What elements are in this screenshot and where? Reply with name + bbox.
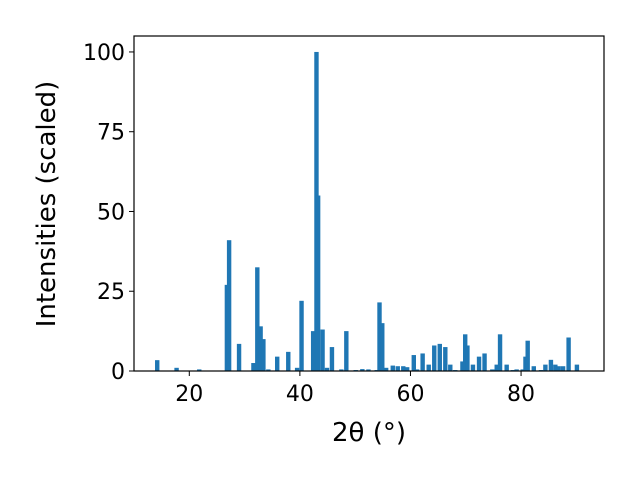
bar xyxy=(494,364,499,371)
bar xyxy=(258,326,263,371)
y-tick-label: 50 xyxy=(97,200,125,225)
bar xyxy=(329,347,335,371)
bar xyxy=(548,359,554,371)
bar xyxy=(360,369,365,371)
x-axis-label: 2θ (°) xyxy=(332,418,406,448)
plot-frame xyxy=(133,35,605,372)
bar xyxy=(226,240,232,371)
bar xyxy=(525,340,530,371)
y-tick-label: 0 xyxy=(111,360,125,385)
bar xyxy=(432,345,437,371)
bar xyxy=(414,369,420,371)
bar xyxy=(460,361,465,371)
bar xyxy=(556,366,561,371)
x-tick-label: 20 xyxy=(175,382,203,407)
bar xyxy=(490,369,495,371)
bar xyxy=(482,353,487,371)
bar xyxy=(324,367,330,371)
bar xyxy=(377,302,382,371)
bar xyxy=(523,356,528,371)
bar xyxy=(261,339,266,371)
bar xyxy=(390,365,395,371)
y-tick-label: 25 xyxy=(97,280,125,305)
bar xyxy=(465,345,470,371)
bar xyxy=(174,367,179,371)
x-tick-label: 80 xyxy=(507,382,535,407)
bar xyxy=(574,364,580,371)
bar xyxy=(504,364,509,371)
bar xyxy=(266,369,271,371)
bar xyxy=(395,366,400,371)
bars-layer xyxy=(155,51,580,371)
y-tick-label: 75 xyxy=(97,121,125,146)
bar xyxy=(315,195,321,371)
bar xyxy=(437,343,442,371)
bar xyxy=(566,337,571,371)
bar xyxy=(255,267,260,371)
bar xyxy=(310,331,316,371)
bar xyxy=(443,347,448,371)
bar xyxy=(401,366,406,371)
bar xyxy=(344,331,349,371)
bar xyxy=(497,334,503,371)
bar xyxy=(366,369,371,371)
bar xyxy=(236,343,242,371)
bar xyxy=(224,284,230,371)
bar xyxy=(514,369,519,371)
bar xyxy=(320,329,325,371)
bar xyxy=(299,300,304,371)
bar xyxy=(470,364,476,371)
bar xyxy=(560,366,566,371)
bar xyxy=(553,364,558,371)
y-tick-label: 100 xyxy=(83,41,125,66)
bar xyxy=(286,351,291,371)
bar xyxy=(155,360,160,371)
bar xyxy=(448,364,453,371)
bar xyxy=(294,367,300,371)
bar xyxy=(383,367,389,371)
bar xyxy=(251,363,256,371)
bar xyxy=(380,323,385,371)
x-tick-label: 40 xyxy=(286,382,314,407)
bar xyxy=(476,356,482,371)
bar xyxy=(531,366,536,371)
ticks-layer: 20 40 60 80 0 25 50 75 100 xyxy=(83,41,535,407)
bar xyxy=(520,369,525,371)
y-axis-label: Intensities (scaled) xyxy=(32,81,62,328)
x-tick-label: 60 xyxy=(396,382,424,407)
bar xyxy=(543,364,548,371)
bar xyxy=(411,355,416,371)
bar xyxy=(404,367,410,371)
bar xyxy=(420,353,425,371)
bar xyxy=(463,334,468,371)
bar xyxy=(197,369,202,371)
bar xyxy=(275,356,280,371)
bar xyxy=(426,364,431,371)
bar xyxy=(339,369,344,371)
